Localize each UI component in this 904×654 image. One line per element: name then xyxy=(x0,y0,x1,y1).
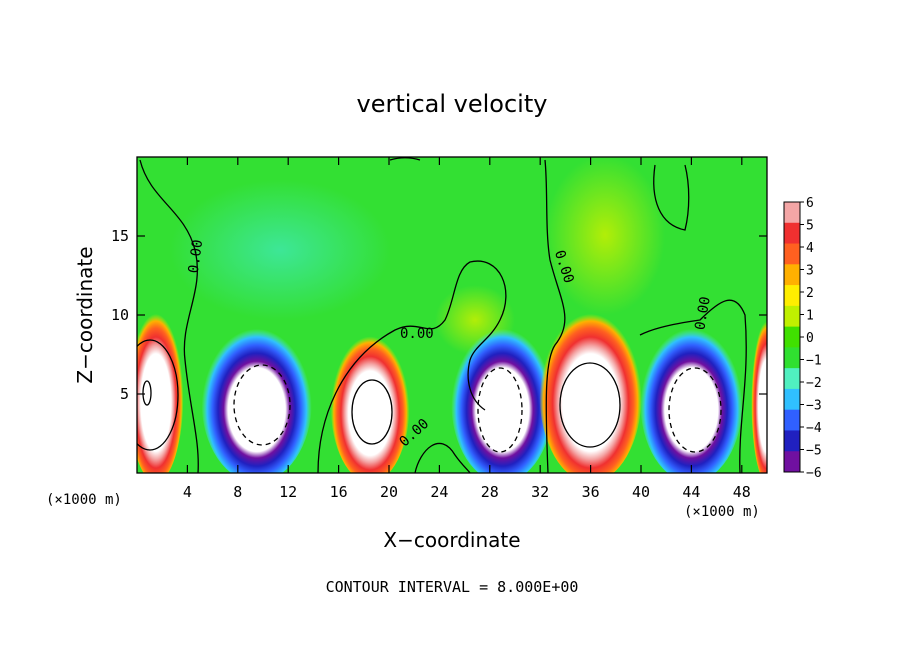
colorbar-tick-label-4: 3 xyxy=(806,264,814,279)
downdraft-cell-6 xyxy=(640,320,743,473)
chart-title: vertical velocity xyxy=(357,90,548,118)
colorbar-swatch-11 xyxy=(784,409,800,431)
x-tick-label-24: 24 xyxy=(430,483,448,501)
colorbar-swatch-12 xyxy=(784,430,800,452)
colorbar-tick-label-10: −3 xyxy=(806,399,822,414)
contour-label-2: 0.00 xyxy=(400,326,434,342)
y-tick-label-5: 5 xyxy=(120,385,129,403)
plot-area xyxy=(136,156,768,474)
y-axis-label: Z−coordinate xyxy=(73,246,97,383)
downdraft-core-contour-3 xyxy=(668,367,722,453)
y-tick-label-10: 10 xyxy=(111,306,129,324)
colorbar-swatch-2 xyxy=(784,222,800,245)
colorbar-tick-label-7: 0 xyxy=(806,331,814,346)
contour-label-5: 0.00 xyxy=(692,295,714,331)
x-tick-label-20: 20 xyxy=(380,483,398,501)
updraft-cell-3 xyxy=(330,328,410,473)
zero-contour-5 xyxy=(653,164,690,231)
x-unit-left: (×1000 m) xyxy=(46,492,122,508)
upper-haze-yellow xyxy=(545,157,665,315)
colorbar-tick-label-8: −1 xyxy=(806,354,822,369)
downdraft-core-contour-2 xyxy=(477,367,523,453)
colorbar-swatch-9 xyxy=(784,368,800,390)
x-tick-label-32: 32 xyxy=(531,483,549,501)
y-tick-label-15: 15 xyxy=(111,227,129,245)
colorbar-tick-label-3: 4 xyxy=(806,241,814,256)
downdraft-cell-4 xyxy=(451,320,554,473)
colorbar-swatch-8 xyxy=(784,347,800,369)
y-axis-ticks: 5 10 15 xyxy=(111,227,767,403)
x-tick-label-16: 16 xyxy=(330,483,348,501)
updraft-core-contour-3 xyxy=(559,362,621,448)
x-axis-label: X−coordinate xyxy=(383,528,520,552)
downdraft-cell-2 xyxy=(201,320,312,473)
contour-interval-note: CONTOUR INTERVAL = 8.000E+00 xyxy=(326,578,579,596)
colorbar-swatch-5 xyxy=(784,285,800,307)
zero-contour-6 xyxy=(639,299,747,473)
colorbar-tick-label-13: −6 xyxy=(806,466,822,481)
colorbar-swatch-6 xyxy=(784,305,800,328)
colorbar-tick-label-12: −5 xyxy=(806,444,822,459)
x-tick-label-4: 4 xyxy=(183,483,192,501)
contour-label-1: 0.00 xyxy=(186,239,207,275)
zero-contour-4 xyxy=(544,159,566,473)
zero-contour-7 xyxy=(389,157,421,161)
updraft-cell-5 xyxy=(539,305,642,473)
updraft-cell-7 xyxy=(751,313,767,473)
colorbar-tick-label-6: 1 xyxy=(806,309,814,324)
zero-contour-2 xyxy=(317,260,507,473)
x-tick-label-40: 40 xyxy=(632,483,650,501)
colorbar-tick-label-2: 5 xyxy=(806,219,814,234)
x-tick-label-44: 44 xyxy=(682,483,700,501)
colorbar-swatch-10 xyxy=(784,388,800,411)
x-tick-label-8: 8 xyxy=(233,483,242,501)
colorbar-tick-label-5: 2 xyxy=(806,286,814,301)
colorbar-swatch-1 xyxy=(784,202,800,224)
velocity-field xyxy=(137,157,767,473)
colorbar-swatch-13 xyxy=(784,451,800,473)
updraft-core-contour-2 xyxy=(351,379,393,445)
colorbar: 6 5 4 3 2 1 0 −1 −2 −3 −4 −5 −6 xyxy=(783,196,822,481)
x-tick-label-36: 36 xyxy=(582,483,600,501)
zero-contour-1 xyxy=(139,159,199,473)
x-tick-label-48: 48 xyxy=(733,483,751,501)
downdraft-core-contour-1 xyxy=(233,364,291,446)
colorbar-tick-label-9: −2 xyxy=(806,376,822,391)
colorbar-tick-label-1: 6 xyxy=(806,196,814,211)
x-tick-label-12: 12 xyxy=(279,483,297,501)
x-unit-right: (×1000 m) xyxy=(684,504,760,520)
contour-lines xyxy=(137,157,747,473)
colorbar-swatch-3 xyxy=(784,243,800,265)
upper-haze-cyan xyxy=(170,180,390,320)
zero-contour-3 xyxy=(414,442,471,473)
colorbar-swatch-4 xyxy=(784,264,800,286)
colorbar-swatch-7 xyxy=(784,326,800,348)
x-tick-label-28: 28 xyxy=(481,483,499,501)
updraft-core-contour-4 xyxy=(142,380,152,406)
colorbar-tick-label-11: −4 xyxy=(806,421,822,436)
x-axis-ticks: 4 8 12 16 20 24 28 32 36 40 44 48 xyxy=(183,157,751,501)
updraft-core-contour-1 xyxy=(137,339,179,451)
